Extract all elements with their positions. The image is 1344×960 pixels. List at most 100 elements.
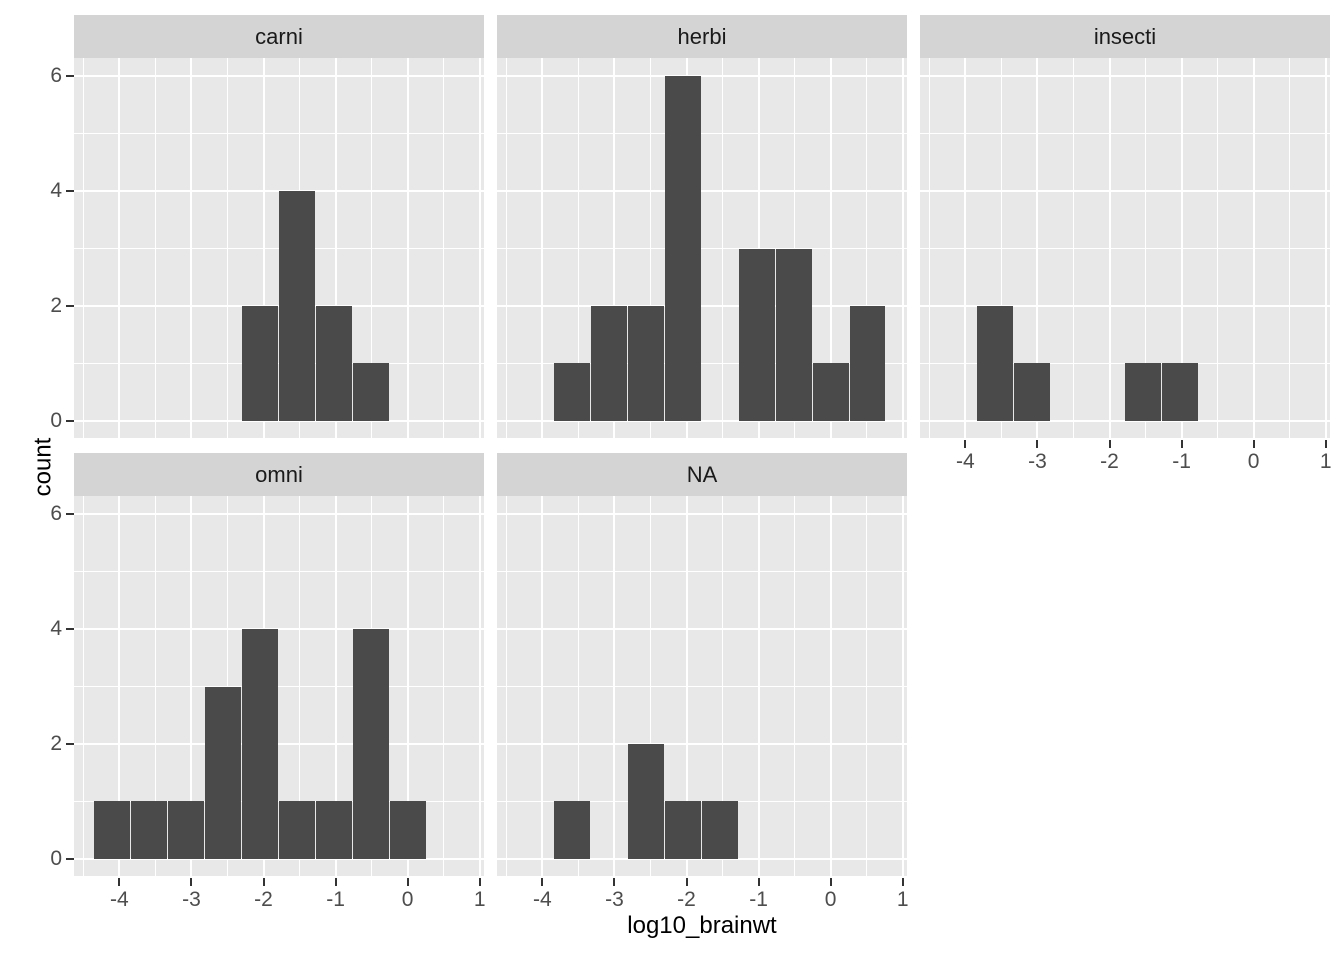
x-tick xyxy=(901,878,904,886)
gridline-x-major xyxy=(613,496,616,876)
gridline-x-minor xyxy=(82,58,84,438)
x-tick xyxy=(1252,440,1255,448)
y-tick xyxy=(66,75,74,78)
gridline-y-major xyxy=(920,304,1330,307)
gridline-y-minor xyxy=(74,686,484,688)
gridline-x-minor xyxy=(443,58,445,438)
gridline-x-minor xyxy=(794,496,796,876)
x-tick-label: -1 xyxy=(326,888,345,911)
gridline-y-major xyxy=(497,742,907,745)
x-tick-label: -3 xyxy=(182,888,201,911)
gridline-x-major xyxy=(1324,58,1327,438)
facet-strip-omni: omni xyxy=(74,453,484,496)
bar-herbi-bin6 xyxy=(738,248,775,421)
gridline-x-major xyxy=(262,58,265,438)
x-tick-label: -1 xyxy=(1172,450,1191,473)
gridline-x-major xyxy=(334,496,337,876)
x-tick-label: -4 xyxy=(533,888,552,911)
gridline-x-minor xyxy=(722,496,724,876)
x-tick xyxy=(1036,440,1039,448)
x-tick xyxy=(613,878,616,886)
gridline-x-major xyxy=(541,496,544,876)
bar-herbi-bin9 xyxy=(849,305,886,421)
gridline-x-major xyxy=(613,58,616,438)
x-tick xyxy=(334,878,337,886)
bar-insecti-bin6 xyxy=(1161,363,1198,421)
facet-strip-carni: carni xyxy=(74,15,484,58)
x-tick-label: 0 xyxy=(824,888,837,911)
gridline-y-major xyxy=(74,628,484,631)
y-tick-label: 6 xyxy=(50,502,62,526)
x-tick-label: -4 xyxy=(110,888,129,911)
gridline-y-major xyxy=(497,857,907,860)
gridline-y-major xyxy=(74,75,484,78)
gridline-y-minor xyxy=(497,686,907,688)
x-tick xyxy=(262,878,265,886)
gridline-x-major xyxy=(190,58,193,438)
gridline-y-major xyxy=(497,513,907,516)
facet-strip-insecti: insecti xyxy=(920,15,1330,58)
gridline-x-major xyxy=(478,496,481,876)
bar-carni-bin7 xyxy=(352,363,389,421)
y-tick xyxy=(66,419,74,422)
x-tick xyxy=(478,878,481,886)
y-axis-title: count xyxy=(29,437,57,497)
gridline-x-minor xyxy=(722,58,724,438)
x-tick-label: -2 xyxy=(1100,450,1119,473)
gridline-x-minor xyxy=(154,496,156,876)
bar-omni-bin5 xyxy=(278,801,315,859)
bar-herbi-bin3 xyxy=(628,305,664,421)
gridline-x-major xyxy=(829,496,832,876)
gridline-x-minor xyxy=(1072,58,1074,438)
x-tick-label: -3 xyxy=(605,888,624,911)
x-tick-label: -3 xyxy=(1028,450,1047,473)
gridline-x-minor xyxy=(1145,58,1147,438)
gridline-x-minor xyxy=(928,58,930,438)
bar-insecti-bin2 xyxy=(1014,363,1051,421)
gridline-y-minor xyxy=(74,133,484,135)
gridline-y-minor xyxy=(74,571,484,573)
bar-omni-bin6 xyxy=(315,801,352,859)
x-tick-label: 1 xyxy=(473,888,486,911)
facet-strip-label: omni xyxy=(255,461,303,487)
gridline-x-major xyxy=(757,496,760,876)
gridline-y-major xyxy=(497,628,907,631)
gridline-y-major xyxy=(497,75,907,78)
gridline-x-minor xyxy=(82,496,84,876)
bar-herbi-bin4 xyxy=(665,76,701,421)
gridline-x-major xyxy=(901,496,904,876)
x-tick-label: -2 xyxy=(254,888,273,911)
y-tick-label: 0 xyxy=(50,408,62,432)
bar-omni-bin4 xyxy=(242,629,278,859)
gridline-y-minor xyxy=(920,133,1330,135)
gridline-x-minor xyxy=(371,58,373,438)
gridline-x-major xyxy=(1036,58,1039,438)
bar-NA-bin4 xyxy=(665,801,701,859)
gridline-y-major xyxy=(74,857,484,860)
x-tick xyxy=(1324,440,1327,448)
bar-carni-bin5 xyxy=(278,191,315,421)
gridline-x-minor xyxy=(866,496,868,876)
y-tick-label: 2 xyxy=(50,293,62,317)
x-tick xyxy=(541,878,544,886)
y-tick xyxy=(66,513,74,516)
x-tick-label: 1 xyxy=(1319,450,1332,473)
gridline-x-minor xyxy=(226,58,228,438)
gridline-x-major xyxy=(118,58,121,438)
x-tick xyxy=(118,878,121,886)
gridline-x-major xyxy=(757,58,760,438)
y-tick xyxy=(66,628,74,631)
gridline-x-minor xyxy=(226,496,228,876)
gridline-y-minor xyxy=(497,571,907,573)
gridline-x-major xyxy=(1180,58,1183,438)
bar-omni-bin3 xyxy=(205,686,241,859)
gridline-x-major xyxy=(685,496,688,876)
gridline-x-major xyxy=(1108,58,1111,438)
gridline-x-minor xyxy=(649,496,651,876)
x-tick-label: 1 xyxy=(896,888,909,911)
y-tick xyxy=(66,304,74,307)
gridline-x-minor xyxy=(649,58,651,438)
bar-insecti-bin1 xyxy=(977,305,1014,421)
gridline-y-major xyxy=(74,742,484,745)
